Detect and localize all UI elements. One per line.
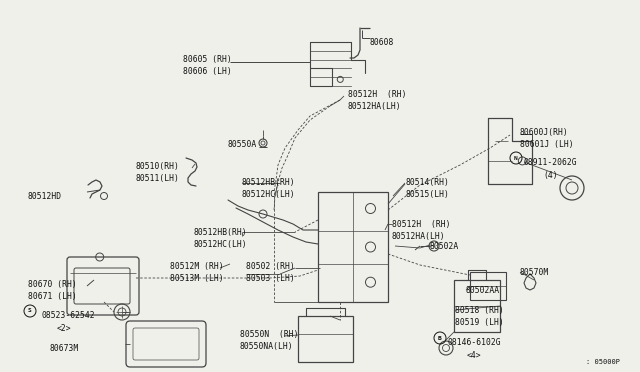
Text: 80608: 80608 bbox=[370, 38, 394, 47]
Text: 80510(RH): 80510(RH) bbox=[136, 162, 180, 171]
Text: 80550NA(LH): 80550NA(LH) bbox=[240, 342, 294, 351]
Text: 80550A: 80550A bbox=[228, 140, 257, 149]
Text: 80512HD: 80512HD bbox=[28, 192, 62, 201]
Text: 80601J (LH): 80601J (LH) bbox=[520, 140, 573, 149]
Text: 80550N  (RH): 80550N (RH) bbox=[240, 330, 298, 339]
Bar bbox=[298, 316, 353, 362]
Text: 80512HC(LH): 80512HC(LH) bbox=[193, 240, 246, 249]
Text: (4): (4) bbox=[543, 171, 557, 180]
Text: 80512HB(RH): 80512HB(RH) bbox=[193, 228, 246, 237]
Text: 80502A: 80502A bbox=[430, 242, 460, 251]
Text: 08523-62542: 08523-62542 bbox=[42, 311, 95, 320]
Text: 80671 (LH): 80671 (LH) bbox=[28, 292, 77, 301]
Text: <2>: <2> bbox=[57, 324, 72, 333]
Text: 80673M: 80673M bbox=[50, 344, 79, 353]
Text: 08146-6102G: 08146-6102G bbox=[448, 338, 502, 347]
Text: 80606 (LH): 80606 (LH) bbox=[183, 67, 232, 76]
Text: 80512HB(RH): 80512HB(RH) bbox=[242, 178, 296, 187]
Text: 80512H  (RH): 80512H (RH) bbox=[392, 220, 451, 229]
Text: 80600J(RH): 80600J(RH) bbox=[520, 128, 569, 137]
Text: 80502AA: 80502AA bbox=[466, 286, 500, 295]
Text: 80511(LH): 80511(LH) bbox=[136, 174, 180, 183]
Text: B: B bbox=[438, 336, 442, 340]
Text: 80503 (LH): 80503 (LH) bbox=[246, 274, 295, 283]
Text: 80512H  (RH): 80512H (RH) bbox=[348, 90, 406, 99]
Text: 80512HC(LH): 80512HC(LH) bbox=[242, 190, 296, 199]
Text: : 05000P: : 05000P bbox=[586, 359, 620, 365]
Text: 80514(RH): 80514(RH) bbox=[405, 178, 449, 187]
Text: 80515(LH): 80515(LH) bbox=[405, 190, 449, 199]
Text: 80570M: 80570M bbox=[520, 268, 549, 277]
Text: 80512HA(LH): 80512HA(LH) bbox=[348, 102, 402, 111]
Bar bbox=[454, 280, 500, 332]
Text: 80605 (RH): 80605 (RH) bbox=[183, 55, 232, 64]
Text: 80519 (LH): 80519 (LH) bbox=[455, 318, 504, 327]
Text: 80518 (RH): 80518 (RH) bbox=[455, 306, 504, 315]
Text: 80513M (LH): 80513M (LH) bbox=[170, 274, 223, 283]
Text: 80512HA(LH): 80512HA(LH) bbox=[392, 232, 445, 241]
Bar bbox=[318, 192, 388, 302]
Bar bbox=[470, 272, 506, 300]
Text: S: S bbox=[28, 308, 32, 314]
Text: 80670 (RH): 80670 (RH) bbox=[28, 280, 77, 289]
Text: 08911-2062G: 08911-2062G bbox=[524, 158, 578, 167]
Text: N: N bbox=[514, 155, 518, 160]
Text: 80512M (RH): 80512M (RH) bbox=[170, 262, 223, 271]
Text: <4>: <4> bbox=[467, 351, 482, 360]
Text: 80502 (RH): 80502 (RH) bbox=[246, 262, 295, 271]
